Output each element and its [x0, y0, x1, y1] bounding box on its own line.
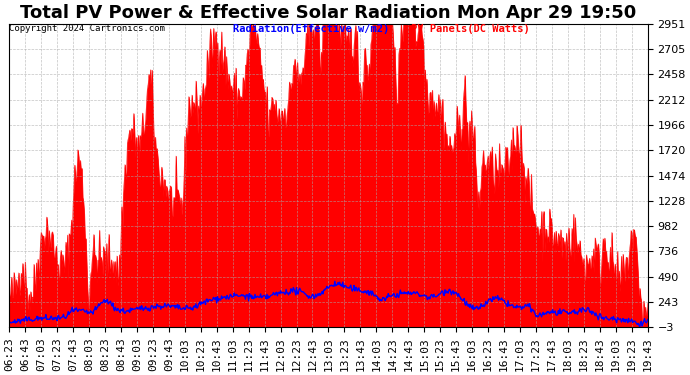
Title: Total PV Power & Effective Solar Radiation Mon Apr 29 19:50: Total PV Power & Effective Solar Radiati… — [20, 4, 637, 22]
Text: Copyright 2024 Cartronics.com: Copyright 2024 Cartronics.com — [9, 24, 165, 33]
Text: PV Panels(DC Watts): PV Panels(DC Watts) — [411, 24, 530, 34]
Text: Radiation(Effective w/m2): Radiation(Effective w/m2) — [233, 24, 389, 34]
